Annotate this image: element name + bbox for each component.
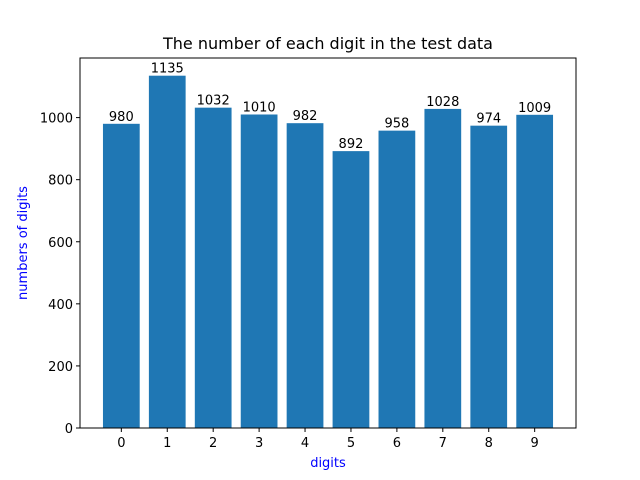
bar-7 — [424, 108, 462, 429]
bar-5 — [332, 151, 370, 429]
bar-3 — [240, 114, 278, 428]
y-tick-label: 1000 — [40, 112, 73, 127]
y-tick-label: 400 — [48, 298, 73, 313]
bar-8 — [470, 125, 508, 428]
plot-frame — [79, 57, 577, 429]
x-tick-label: 2 — [209, 436, 217, 451]
y-tick-label: 800 — [48, 174, 73, 189]
bar-value-label-4: 982 — [293, 109, 318, 124]
bars-group — [102, 75, 554, 429]
bar-2 — [194, 107, 232, 428]
bar-0 — [102, 123, 140, 429]
x-axis-label: digits — [310, 456, 346, 471]
bar-1 — [148, 75, 186, 428]
x-axis-ticks: 0 1 2 3 4 5 6 7 8 9 — [117, 428, 539, 451]
x-tick-label: 0 — [117, 436, 125, 451]
bar-value-label-1: 1135 — [151, 62, 184, 77]
y-tick-label: 600 — [48, 236, 73, 251]
x-tick-label: 5 — [347, 436, 355, 451]
x-tick-label: 7 — [439, 436, 447, 451]
x-tick-label: 6 — [393, 436, 401, 451]
x-tick-label: 1 — [163, 436, 171, 451]
x-tick-label: 8 — [485, 436, 493, 451]
bar-value-label-8: 974 — [476, 112, 501, 127]
bar-9 — [516, 114, 554, 429]
bar-value-label-9: 1009 — [518, 101, 551, 116]
bar-value-label-7: 1028 — [426, 95, 459, 110]
bar-value-label-2: 1032 — [197, 94, 230, 109]
y-axis-ticks: 0 200 400 600 800 1000 — [40, 112, 80, 437]
bar-4 — [286, 123, 324, 428]
x-tick-label: 4 — [301, 436, 309, 451]
bar-6 — [378, 130, 416, 429]
y-tick-label: 0 — [65, 422, 73, 437]
bar-labels-group: 980 1135 1032 1010 982 892 958 1028 974 1009 — [109, 62, 551, 152]
chart-title: The number of each digit in the test dat… — [162, 34, 493, 53]
x-tick-label: 9 — [531, 436, 539, 451]
bar-value-label-3: 1010 — [243, 100, 276, 115]
x-tick-label: 3 — [255, 436, 263, 451]
bar-value-label-5: 892 — [339, 137, 364, 152]
y-axis-label: numbers of digits — [16, 186, 31, 300]
bar-value-label-0: 980 — [109, 110, 134, 125]
y-tick-label: 200 — [48, 360, 73, 375]
bar-value-label-6: 958 — [384, 117, 409, 132]
